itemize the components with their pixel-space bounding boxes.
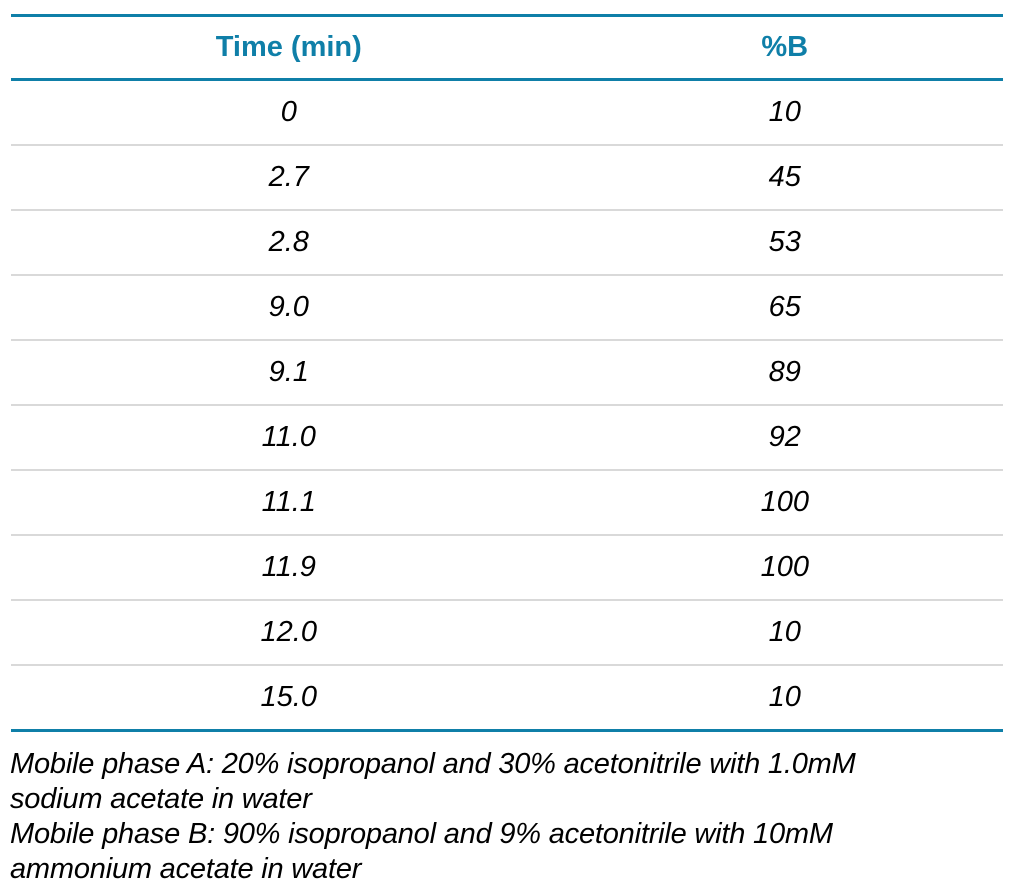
column-header-percent-b: %B (761, 31, 809, 63)
gradient-table-page: Time (min) %B 0 10 2.7 45 2.8 53 9.0 65 (0, 14, 1011, 894)
table-row: 2.7 45 (11, 145, 1003, 210)
percent-b-cell: 89 (768, 356, 801, 388)
mobile-phase-a-note-line: Mobile phase A: 20% isopropanol and 30% … (10, 748, 856, 780)
time-cell: 12.0 (260, 616, 317, 648)
percent-b-cell: 10 (768, 681, 801, 713)
table-row: 12.0 10 (11, 600, 1003, 665)
mobile-phase-b-note-line: Mobile phase B: 90% isopropanol and 9% a… (10, 818, 833, 850)
percent-b-cell: 65 (768, 291, 801, 323)
time-cell: 2.7 (268, 161, 309, 193)
time-cell: 15.0 (260, 681, 317, 713)
gradient-table: Time (min) %B 0 10 2.7 45 2.8 53 9.0 65 (11, 14, 1003, 732)
percent-b-cell: 100 (760, 486, 809, 518)
time-cell: 11.1 (261, 486, 316, 518)
percent-b-cell: 92 (768, 421, 801, 453)
time-cell: 11.9 (261, 551, 316, 583)
mobile-phase-notes: Mobile phase A: 20% isopropanol and 30% … (10, 747, 1011, 887)
mobile-phase-b-note-line: ammonium acetate in water (10, 853, 362, 885)
header-row: Time (min) %B (11, 15, 1003, 80)
percent-b-cell: 100 (760, 551, 809, 583)
table-row: 2.8 53 (11, 210, 1003, 275)
time-cell: 11.0 (261, 421, 316, 453)
percent-b-cell: 10 (768, 616, 801, 648)
percent-b-cell: 10 (768, 96, 801, 128)
column-header-time: Time (min) (215, 31, 362, 63)
table-row: 9.0 65 (11, 275, 1003, 340)
percent-b-cell: 53 (768, 226, 801, 258)
time-cell: 2.8 (268, 226, 309, 258)
percent-b-cell: 45 (768, 161, 801, 193)
table-row: 15.0 10 (11, 665, 1003, 731)
time-cell: 0 (280, 96, 297, 128)
table-row: 11.1 100 (11, 470, 1003, 535)
table-row: 9.1 89 (11, 340, 1003, 405)
table-row: 11.9 100 (11, 535, 1003, 600)
table-row: 0 10 (11, 80, 1003, 145)
time-cell: 9.0 (268, 291, 309, 323)
table-row: 11.0 92 (11, 405, 1003, 470)
time-cell: 9.1 (268, 356, 309, 388)
mobile-phase-a-note-line: sodium acetate in water (10, 783, 312, 815)
